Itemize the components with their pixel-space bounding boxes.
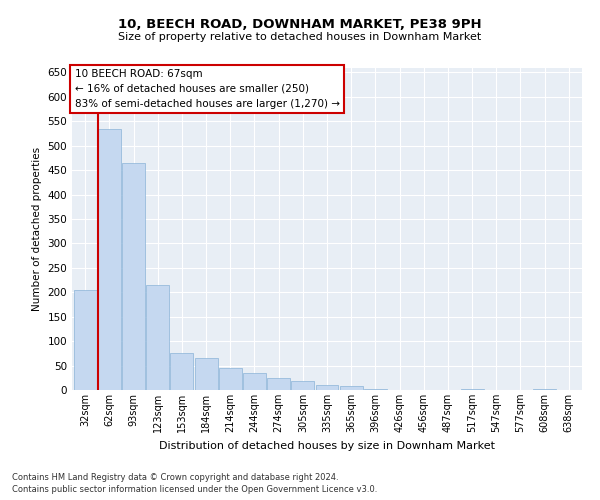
Text: 10, BEECH ROAD, DOWNHAM MARKET, PE38 9PH: 10, BEECH ROAD, DOWNHAM MARKET, PE38 9PH	[118, 18, 482, 30]
Bar	[170, 354, 193, 390]
Bar	[316, 385, 338, 390]
Bar	[243, 373, 266, 390]
Bar	[292, 381, 314, 390]
X-axis label: Distribution of detached houses by size in Downham Market: Distribution of detached houses by size …	[159, 440, 495, 450]
Bar	[461, 389, 484, 390]
Bar	[533, 389, 556, 390]
Bar	[219, 368, 242, 390]
Bar	[194, 358, 218, 390]
Text: Size of property relative to detached houses in Downham Market: Size of property relative to detached ho…	[118, 32, 482, 42]
Bar	[146, 285, 169, 390]
Bar	[340, 386, 362, 390]
Text: Contains public sector information licensed under the Open Government Licence v3: Contains public sector information licen…	[12, 485, 377, 494]
Text: Contains HM Land Registry data © Crown copyright and database right 2024.: Contains HM Land Registry data © Crown c…	[12, 474, 338, 482]
Bar	[74, 290, 97, 390]
Bar	[98, 128, 121, 390]
Y-axis label: Number of detached properties: Number of detached properties	[32, 146, 42, 311]
Bar	[364, 389, 387, 390]
Bar	[267, 378, 290, 390]
Bar	[122, 163, 145, 390]
Text: 10 BEECH ROAD: 67sqm
← 16% of detached houses are smaller (250)
83% of semi-deta: 10 BEECH ROAD: 67sqm ← 16% of detached h…	[74, 69, 340, 108]
